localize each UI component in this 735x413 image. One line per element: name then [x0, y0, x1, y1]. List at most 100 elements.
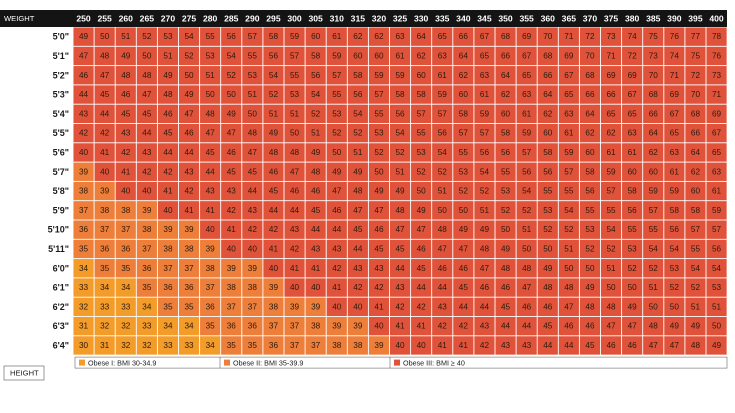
bmi-cell: [579, 27, 601, 46]
bmi-value: 55: [417, 129, 427, 138]
weight-label: 250: [76, 14, 91, 24]
bmi-value: 57: [248, 32, 258, 41]
bmi-cell: [622, 239, 643, 259]
bmi-value: 49: [163, 71, 173, 80]
bmi-cell: [136, 259, 157, 278]
bmi-cell: [537, 278, 558, 297]
bmi-value: 45: [163, 129, 173, 138]
bmi-value: 41: [395, 322, 405, 331]
bmi-cell: [242, 85, 263, 104]
bmi-cell: [558, 162, 579, 181]
bmi-value: 62: [606, 129, 616, 138]
bmi-value: 54: [480, 167, 490, 176]
bmi-value: 35: [79, 244, 89, 253]
bmi-value: 40: [332, 302, 342, 311]
bmi-value: 52: [417, 167, 427, 176]
bmi-cell: [706, 46, 727, 66]
bmi-cell: [347, 104, 368, 124]
bmi-value: 58: [269, 32, 279, 41]
bmi-cell: [643, 278, 664, 297]
bmi-value: 46: [79, 71, 89, 80]
bmi-cell: [622, 297, 643, 317]
bmi-value: 31: [79, 322, 89, 331]
bmi-value: 62: [417, 51, 427, 60]
bmi-value: 60: [649, 167, 659, 176]
bmi-cell: [516, 143, 537, 162]
bmi-value: 56: [353, 90, 363, 99]
bmi-cell: [495, 336, 516, 355]
bmi-cell: [664, 143, 685, 162]
bmi-value: 40: [269, 264, 279, 273]
bmi-value: 36: [269, 341, 279, 350]
bmi-cell: [685, 27, 706, 46]
bmi-cell: [136, 220, 157, 239]
bmi-value: 37: [121, 225, 131, 234]
bmi-cell: [643, 201, 664, 220]
bmi-cell: [200, 85, 221, 104]
bmi-value: 49: [332, 167, 342, 176]
bmi-cell: [326, 143, 347, 162]
bmi-value: 39: [269, 283, 279, 292]
bmi-value: 61: [628, 148, 638, 157]
bmi-value: 52: [353, 129, 363, 138]
bmi-cell: [136, 201, 157, 220]
bmi-value: 52: [606, 244, 616, 253]
bmi-cell: [706, 316, 727, 336]
bmi-cell: [157, 104, 179, 124]
bmi-cell: [368, 27, 390, 46]
bmi-value: 39: [184, 225, 194, 234]
bmi-cell: [579, 143, 601, 162]
bmi-value: 40: [395, 341, 405, 350]
bmi-value: 60: [459, 90, 469, 99]
bmi-cell: [411, 220, 432, 239]
bmi-cell: [558, 66, 579, 85]
weight-label: 305: [308, 14, 323, 24]
bmi-cell: [664, 181, 685, 201]
bmi-cell: [326, 259, 347, 278]
bmi-value: 41: [184, 206, 194, 215]
bmi-value: 50: [712, 322, 722, 331]
bmi-value: 40: [417, 341, 427, 350]
bmi-value: 39: [311, 302, 321, 311]
bmi-value: 47: [522, 283, 532, 292]
bmi-cell: [178, 66, 200, 85]
height-label: 5'2": [53, 70, 69, 80]
bmi-cell: [326, 316, 347, 336]
bmi-value: 45: [585, 341, 595, 350]
bmi-value: 39: [163, 225, 173, 234]
bmi-cell: [347, 259, 368, 278]
bmi-cell: [453, 220, 474, 239]
bmi-cell: [411, 46, 432, 66]
bmi-cell: [600, 27, 622, 46]
bmi-value: 51: [522, 225, 532, 234]
bmi-cell: [432, 201, 453, 220]
bmi-cell: [200, 66, 221, 85]
bmi-value: 68: [649, 90, 659, 99]
bmi-value: 45: [269, 187, 279, 196]
bmi-cell: [242, 278, 263, 297]
bmi-value: 59: [670, 187, 680, 196]
bmi-cell: [136, 123, 157, 143]
bmi-cell: [242, 162, 263, 181]
bmi-value: 73: [649, 51, 659, 60]
bmi-cell: [600, 297, 622, 317]
bmi-cell: [516, 104, 537, 124]
weight-label: 360: [541, 14, 556, 24]
bmi-cell: [284, 181, 305, 201]
bmi-value: 38: [184, 244, 194, 253]
bmi-cell: [558, 27, 579, 46]
bmi-cell: [305, 278, 326, 297]
weight-label: 355: [519, 14, 534, 24]
bmi-value: 64: [501, 71, 511, 80]
height-label: 5'6": [53, 147, 69, 157]
bmi-value: 53: [163, 32, 173, 41]
bmi-value: 58: [395, 90, 405, 99]
bmi-value: 58: [670, 206, 680, 215]
bmi-value: 70: [691, 90, 701, 99]
bmi-value: 53: [290, 90, 300, 99]
bmi-cell: [389, 143, 411, 162]
bmi-cell: [326, 27, 347, 46]
bmi-value: 45: [248, 167, 258, 176]
bmi-value: 45: [459, 283, 469, 292]
bmi-cell: [347, 162, 368, 181]
